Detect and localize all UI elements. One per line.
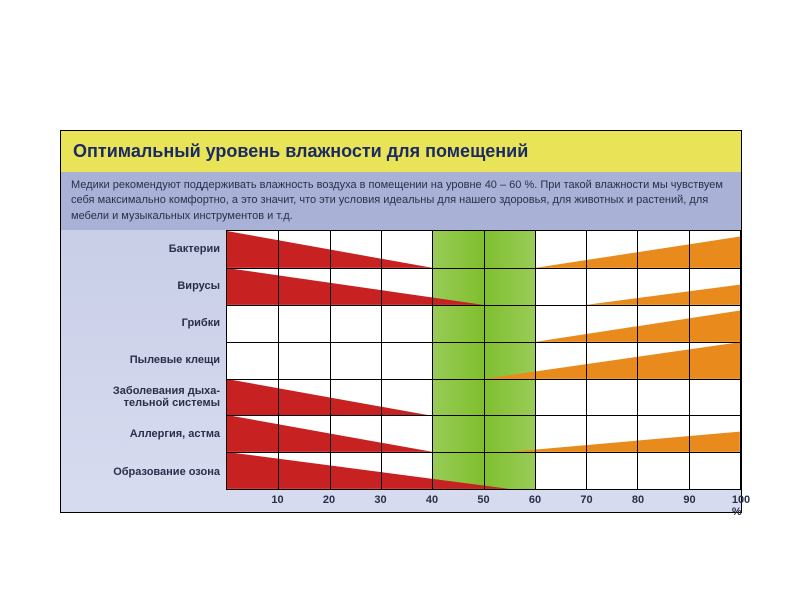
x-tick-label: 80 <box>632 494 644 506</box>
x-tick-label: 100 % <box>732 494 750 518</box>
gridline-v <box>689 231 690 489</box>
high-humidity-wedge <box>484 342 741 379</box>
gridline-v <box>637 231 638 489</box>
row-label: Бактерии <box>169 243 220 255</box>
row-label: Аллергия, астма <box>130 428 220 440</box>
x-tick-label: 60 <box>529 494 541 506</box>
chart-area: Бактерии Вирусы Грибки Пылевые клещи Заболев… <box>61 230 741 490</box>
high-humidity-wedge <box>586 268 740 305</box>
gridline-h <box>227 452 740 453</box>
x-tick-label: 70 <box>580 494 592 506</box>
x-tick-label: 40 <box>426 494 438 506</box>
low-humidity-wedge <box>227 268 484 305</box>
gridline-v <box>535 231 536 489</box>
gridline-v <box>432 231 433 489</box>
x-tick-label: 50 <box>477 494 489 506</box>
gridline-h <box>227 415 740 416</box>
gridline-h <box>227 342 740 343</box>
panel-intro: Медики рекомендуют поддерживать влажност… <box>61 172 741 230</box>
gridline-v <box>484 231 485 489</box>
x-axis: 102030405060708090100 % <box>61 490 741 512</box>
high-humidity-wedge <box>509 415 740 452</box>
gridline-h <box>227 379 740 380</box>
gridline-v <box>586 231 587 489</box>
gridline-h <box>227 305 740 306</box>
low-humidity-wedge <box>227 452 509 489</box>
humidity-panel: Оптимальный уровень влажности для помеще… <box>60 130 742 513</box>
x-tick-label: 10 <box>271 494 283 506</box>
gridline-v <box>278 231 279 489</box>
row-label: Образование озона <box>113 466 220 478</box>
chart-plot <box>226 230 741 490</box>
row-labels-column: Бактерии Вирусы Грибки Пылевые клещи Заболев… <box>61 230 226 490</box>
row-label: Заболевания дыха-тельной системы <box>113 385 220 409</box>
row-label: Пылевые клещи <box>130 354 220 366</box>
x-tick-label: 30 <box>374 494 386 506</box>
gridline-v <box>330 231 331 489</box>
row-label: Вирусы <box>177 280 220 292</box>
row-label: Грибки <box>182 317 220 329</box>
page: Оптимальный уровень влажности для помеще… <box>0 0 800 600</box>
gridline-h <box>227 268 740 269</box>
x-tick-label: 20 <box>323 494 335 506</box>
x-tick-label: 90 <box>683 494 695 506</box>
gridline-v <box>381 231 382 489</box>
panel-title: Оптимальный уровень влажности для помеще… <box>61 131 741 172</box>
